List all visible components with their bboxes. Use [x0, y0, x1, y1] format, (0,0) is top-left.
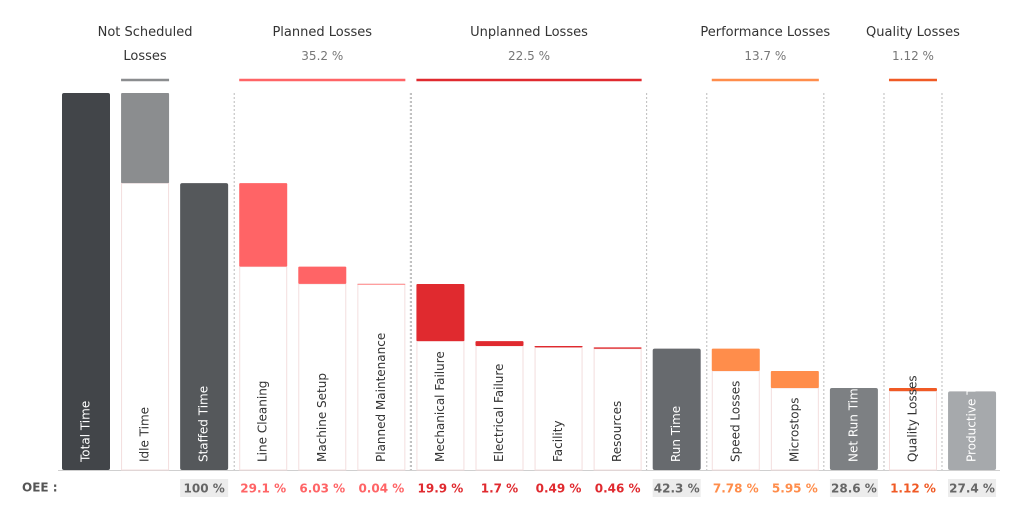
value-label: 19.9 % — [418, 482, 464, 496]
category-label: Electrical Failure — [492, 364, 506, 462]
total-bar — [829, 387, 878, 470]
category-label: Machine Setup — [315, 373, 329, 462]
category-label: Productive Time — [965, 365, 979, 462]
group-title: Unplanned Losses — [470, 25, 588, 40]
value-label: 1.7 % — [481, 482, 518, 496]
loss-base — [534, 346, 583, 471]
group-title: Performance Losses — [700, 25, 831, 40]
loss-bar — [534, 345, 583, 348]
category-label: Quality Losses — [905, 375, 919, 462]
category-label: Run Time — [669, 406, 683, 462]
total-bar — [948, 391, 997, 470]
loss-base — [770, 387, 819, 471]
loss-bar — [593, 347, 642, 349]
group-share: 13.7 % — [744, 49, 787, 63]
group-share: 22.5 % — [508, 49, 550, 63]
loss-bar — [475, 341, 524, 346]
group-share: 1.12 % — [892, 49, 934, 63]
category-label: Idle Time — [138, 407, 152, 462]
category-label: Net Run Time — [846, 381, 860, 462]
loss-base — [416, 340, 465, 471]
value-label: 29.1 % — [240, 482, 286, 496]
loss-bar — [888, 387, 937, 392]
loss-bar — [298, 266, 347, 284]
value-label: 0.49 % — [536, 482, 582, 496]
category-label: Total Time — [79, 401, 93, 463]
value-label-bg — [652, 479, 701, 497]
loss-bar — [770, 370, 819, 389]
value-label: 27.4 % — [949, 482, 995, 496]
loss-bar — [357, 283, 406, 285]
group-title: Planned Losses — [272, 25, 373, 40]
value-label-bg — [948, 479, 997, 497]
group-title: Quality Losses — [866, 25, 960, 40]
loss-base — [121, 182, 170, 471]
value-label: 42.3 % — [654, 482, 700, 496]
loss-base — [593, 348, 642, 471]
total-bar — [652, 348, 701, 470]
value-label: 0.04 % — [358, 482, 404, 496]
value-label-bg — [180, 479, 229, 497]
total-bar — [62, 93, 110, 470]
value-label-bg — [829, 479, 878, 497]
value-label: 1.12 % — [890, 482, 936, 496]
group-share: 35.2 % — [301, 49, 344, 63]
category-label: Speed Losses — [728, 381, 742, 462]
loss-bar — [121, 93, 170, 184]
value-label: 0.46 % — [595, 482, 641, 496]
loss-base — [711, 370, 760, 471]
category-label: Planned Maintenance — [374, 333, 388, 462]
value-label: 5.95 % — [772, 482, 818, 496]
loss-base — [475, 345, 524, 471]
value-label: 100 % — [184, 482, 225, 496]
loss-bar — [711, 348, 760, 371]
category-label: Facility — [551, 420, 565, 462]
value-label: 6.03 % — [299, 482, 345, 496]
row-label: OEE : — [22, 481, 58, 495]
group-title: Not Scheduled Losses — [97, 25, 193, 64]
value-label: 7.78 % — [713, 482, 759, 496]
category-label: Mechanical Failure — [433, 351, 447, 462]
category-label: Microstops — [787, 398, 801, 462]
loss-bar — [239, 183, 288, 267]
category-label: Line Cleaning — [256, 381, 270, 462]
category-label: Resources — [610, 401, 624, 462]
value-label: 28.6 % — [831, 482, 877, 496]
loss-bar — [416, 283, 465, 342]
loss-base — [888, 390, 937, 471]
total-bar — [180, 183, 229, 471]
category-label: Staffed Time — [197, 386, 211, 462]
